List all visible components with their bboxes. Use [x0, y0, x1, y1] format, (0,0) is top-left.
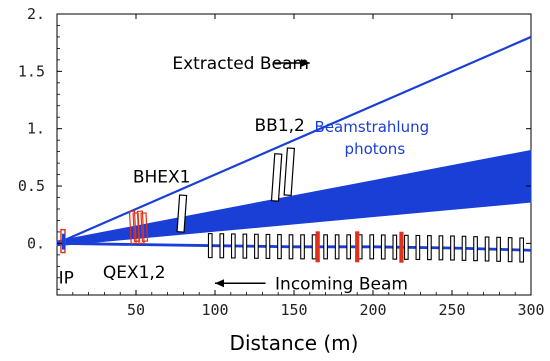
element-bb12-1 [270, 153, 283, 202]
incoming-magnet [242, 233, 248, 259]
incoming-magnet [450, 235, 455, 261]
x-tick-label: 50 [127, 301, 145, 319]
elements-layer [176, 147, 296, 233]
ticks-layer: 0. 0.5 1. 1.5 2. 50 100 150 200 250 300 [18, 5, 545, 319]
incoming-magnet [265, 233, 271, 260]
magnets-layer [60, 210, 525, 263]
x-tick-label: 300 [517, 301, 544, 319]
annotation-qex12: QEX1,2 [103, 263, 166, 283]
incoming-magnet [496, 236, 501, 262]
incoming-magnet [427, 235, 432, 261]
annotation-beamstrahlung_1: Beamstrahlung [315, 118, 430, 136]
x-tick-label: 250 [438, 301, 465, 319]
element-bb12-2 [283, 147, 296, 197]
incoming-magnet [311, 234, 317, 260]
incoming-magnet [230, 233, 236, 259]
annotation-extracted: Extracted Beam [172, 54, 309, 74]
ip-marker [62, 233, 66, 250]
y-tick-label: 0.5 [18, 177, 45, 195]
incoming-magnet [461, 235, 467, 261]
incoming-magnet [323, 234, 328, 260]
incoming-magnet-red [315, 231, 320, 263]
incoming-magnet [392, 234, 398, 260]
incoming-magnet [380, 234, 386, 260]
qex-magnet [136, 210, 145, 245]
annotation-bhex1: BHEX1 [133, 168, 191, 188]
annotation-bb12: BB1,2 [255, 116, 305, 136]
incoming-magnet [277, 234, 282, 260]
arrows-layer [215, 59, 310, 288]
series-beamstrahlung-photons [56, 149, 532, 247]
incoming-magnet [519, 237, 525, 263]
incoming-magnet [484, 236, 490, 262]
y-tick-label: 2. [27, 5, 45, 23]
y-tick-label: 0. [27, 234, 45, 252]
incoming-magnet [415, 234, 421, 261]
incoming-magnet [346, 234, 352, 260]
incoming-magnet-red [399, 231, 404, 263]
incoming-magnet [207, 233, 213, 259]
x-tick-label: 150 [280, 301, 307, 319]
x-tick-label: 100 [201, 301, 228, 319]
series-extracted-beam [56, 35, 532, 245]
incoming-magnet [288, 234, 294, 260]
incoming-magnet [473, 236, 478, 262]
incoming-magnet [438, 235, 444, 261]
photon-fan-layer [56, 149, 532, 247]
labels-layer: Extracted Beam Beamstrahlung photons BHEX1 B… [59, 54, 430, 294]
incoming-magnet [507, 237, 513, 263]
y-tick-label: 1. [27, 120, 45, 138]
element-bhex1-0 [176, 194, 188, 233]
incoming-magnet [254, 233, 259, 259]
annotation-incoming: Incoming Beam [275, 274, 408, 294]
y-tick-label: 1.5 [18, 62, 45, 80]
qex-magnet-inner [140, 212, 149, 242]
incoming-magnet [219, 233, 225, 259]
qex-magnet [128, 210, 137, 245]
annotation-beamstrahlung_2: photons [345, 140, 406, 158]
incoming-magnet-red [355, 231, 360, 263]
incoming-magnet [369, 234, 375, 260]
incoming-magnet [334, 234, 340, 260]
series-incoming-beam [56, 241, 532, 252]
x-tick-label: 200 [359, 301, 386, 319]
incoming-magnet [300, 234, 305, 260]
x-axis-label: Distance (m) [230, 331, 359, 355]
arrow-extracted-head [300, 59, 310, 68]
qex-magnet-inner [132, 212, 141, 242]
annotation-ip: IP [59, 269, 74, 289]
incoming-magnet [403, 234, 409, 260]
arrow-incoming-head [215, 279, 224, 288]
